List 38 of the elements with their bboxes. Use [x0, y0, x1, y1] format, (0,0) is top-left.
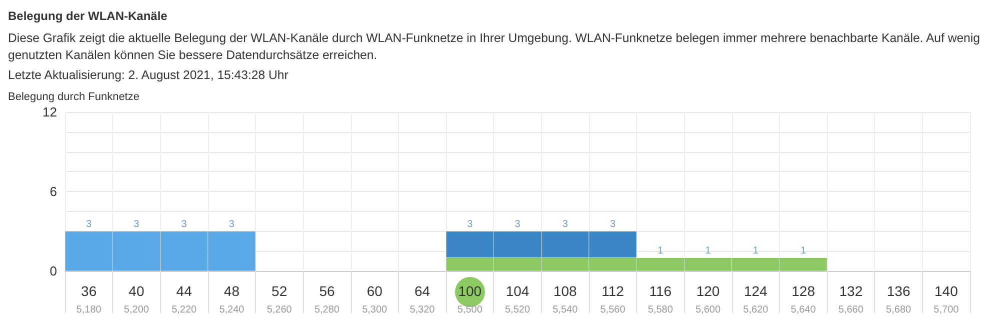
x-tick-label: 104 5,520: [504, 283, 530, 316]
total-label: 3: [562, 218, 568, 230]
total-label: 1: [800, 245, 807, 256]
x-tick-label: 128 5,640: [790, 283, 816, 316]
x-tick-label: 36 5,180: [76, 283, 102, 316]
total-label: 3: [86, 218, 92, 230]
total-label: 3: [610, 218, 616, 230]
x-tick-label: 120 5,600: [696, 283, 721, 316]
total-label: 3: [467, 218, 474, 230]
chart-subtitle: Diese Grafik zeigt die aktuelle Belegung der WLAN-Kanäle durch WLAN-Funknetze in Ihrer Umgebung. WLAN-Funknetze belegen immer mehrere benachbarte Kanäle. Auf wenig genutzten Kanälen können Sie bessere Datendurchsätze erreichen.: [8, 30, 981, 64]
y-axis-title: Belegung durch Funknetze: [8, 91, 140, 103]
x-tick-label: 60 5,300: [362, 283, 388, 316]
y-tick-label: 0: [50, 264, 57, 278]
x-tick-label: 116 5,580: [648, 283, 674, 316]
total-label: 1: [658, 245, 664, 256]
x-tick-label: 112 5,560: [600, 283, 626, 316]
x-tick-label: 136 5,680: [886, 283, 912, 316]
total-label: 3: [514, 218, 521, 230]
x-tick-label: 52 5,260: [266, 283, 292, 316]
total-label: 3: [181, 218, 188, 230]
x-tick-label: 140 5,700: [934, 283, 960, 316]
total-label: 1: [705, 245, 712, 256]
chart-title: Belegung der WLAN-Kanäle: [8, 9, 168, 23]
x-tick-label: 44 5,220: [172, 283, 198, 316]
x-tick-label: 56 5,280: [314, 283, 340, 316]
x-tick-label: 48 5,240: [219, 283, 245, 316]
x-tick-label: 132 5,660: [838, 283, 864, 316]
total-label: 3: [134, 218, 140, 230]
x-tick-label: 108 5,540: [552, 283, 578, 316]
y-tick-label: 6: [50, 184, 57, 199]
x-tick-label: 64 5,320: [410, 283, 436, 316]
x-tick-label: 40 5,200: [124, 283, 150, 316]
x-tick-label: 100 5,500: [457, 283, 483, 316]
text: Letzte Aktualisierung: 2. August 2021, 15:43:28 Uhr: [8, 68, 288, 82]
y-tick-label: 12: [42, 104, 57, 120]
total-label: 3: [228, 218, 235, 230]
total-label: 1: [752, 245, 759, 256]
x-tick-label: 124 5,620: [743, 283, 769, 316]
